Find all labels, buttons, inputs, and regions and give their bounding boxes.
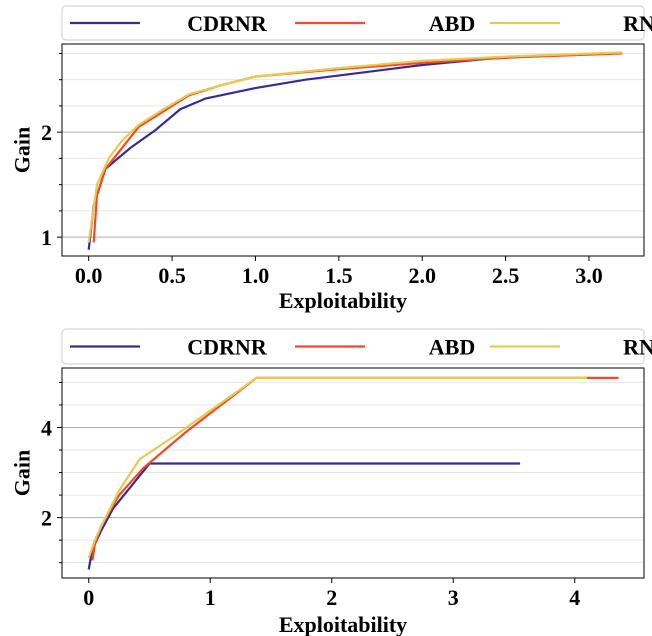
series-line-cdrnr [87, 462, 521, 570]
legend-label-abd: ABD [429, 11, 475, 36]
legend-label-cdrnr: CDRNR [187, 335, 268, 360]
x-tick-label: 3.0 [575, 263, 603, 288]
y-axis-label: Gain [10, 450, 35, 496]
x-tick-label: 3 [448, 585, 459, 610]
y-tick-label: 4 [41, 415, 52, 440]
x-tick-label: 4 [569, 585, 580, 610]
legend-label-abd: ABD [429, 335, 475, 360]
x-tick-label: 1.5 [325, 263, 353, 288]
x-tick-label: 1 [205, 585, 216, 610]
x-axis-label: Exploitability [279, 288, 407, 313]
series-line-rnr [87, 51, 623, 243]
x-tick-label: 1.0 [242, 263, 270, 288]
series-line-cdrnr [87, 54, 546, 250]
y-tick-label: 1 [41, 225, 52, 250]
x-tick-label: 2.5 [492, 263, 520, 288]
chart-1: 0.0 0.5 1.0 1.5 2.0 2.5 3.0 1 2 Exploitability Gai… [10, 5, 652, 313]
chart-2: 0 1 2 3 4 2 4 Exploitability Gain CDRNR ABD RNR [10, 328, 652, 636]
x-tick-label: 2 [326, 585, 337, 610]
series-line-abd [92, 52, 623, 243]
legend: CDRNR ABD RNR [61, 328, 652, 365]
x-tick-label: 0.5 [158, 263, 186, 288]
x-axis-label: Exploitability [279, 612, 407, 636]
series-line-rnr [87, 376, 587, 559]
y-tick-label: 2 [41, 506, 52, 531]
legend-label-cdrnr: CDRNR [187, 11, 268, 36]
x-tick-label: 0.0 [75, 263, 103, 288]
x-tick-label: 0 [83, 585, 94, 610]
plot-frame [61, 43, 645, 257]
x-tick-label: 2.0 [408, 263, 436, 288]
y-axis-label: Gain [10, 127, 35, 173]
legend-label-rnr: RNR [623, 335, 652, 360]
legend: CDRNR ABD RNR [61, 5, 652, 41]
legend-label-rnr: RNR [623, 11, 652, 36]
y-tick-label: 2 [41, 120, 52, 145]
